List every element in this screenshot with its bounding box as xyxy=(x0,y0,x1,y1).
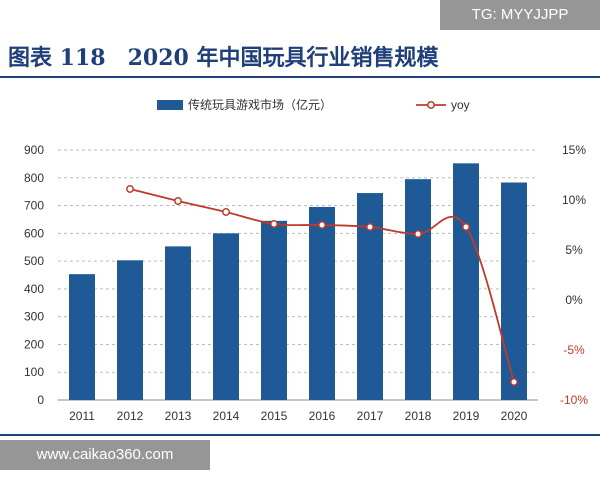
right-tick-label: -10% xyxy=(560,393,588,407)
bar-2019 xyxy=(453,163,479,400)
watermark-bottom: www.caikao360.com xyxy=(0,440,210,470)
legend-bar-label: 传统玩具游戏市场（亿元） xyxy=(188,97,332,112)
x-tick-label: 2015 xyxy=(261,409,288,423)
right-tick-label: 10% xyxy=(562,193,586,207)
bar-2015 xyxy=(261,220,287,400)
page-title: 图表 118 2020 年中国玩具行业销售规模 xyxy=(8,45,439,71)
right-tick-label: 5% xyxy=(565,243,583,257)
yoy-series xyxy=(126,185,518,386)
yoy-point-2014 xyxy=(222,208,230,216)
x-tick-label: 2011 xyxy=(69,409,95,423)
left-tick-label: 800 xyxy=(24,171,44,185)
watermark-top: TG: MYYJJPP xyxy=(440,0,600,30)
left-tick-label: 900 xyxy=(24,143,44,157)
title-bar: 图表 118 2020 年中国玩具行业销售规模 xyxy=(0,0,600,80)
right-tick-label: -5% xyxy=(563,343,585,357)
bar-2020 xyxy=(501,182,527,400)
x-axis-labels: 2011 2012 2013 2014 2015 2016 2017 2018 2019 2020 xyxy=(69,409,528,423)
left-tick-label: 200 xyxy=(24,337,44,351)
left-tick-label: 700 xyxy=(24,199,44,213)
yoy-point-2012 xyxy=(126,185,134,193)
legend: 传统玩具游戏市场（亿元） yoy xyxy=(157,97,470,112)
x-tick-label: 2017 xyxy=(357,409,384,423)
left-tick-label: 0 xyxy=(37,393,44,407)
bar-series xyxy=(69,163,527,400)
bar-2013 xyxy=(165,246,191,400)
left-tick-label: 100 xyxy=(24,365,44,379)
left-tick-label: 300 xyxy=(24,310,44,324)
bottom-divider xyxy=(0,434,600,436)
yoy-point-2013 xyxy=(174,197,182,205)
x-tick-label: 2020 xyxy=(501,409,528,423)
bar-2014 xyxy=(213,233,239,400)
legend-line-label: yoy xyxy=(451,98,470,112)
bar-2016 xyxy=(309,206,335,400)
x-tick-label: 2013 xyxy=(165,409,192,423)
legend-bar-swatch xyxy=(157,100,183,110)
title-divider xyxy=(0,76,600,78)
bar-2012 xyxy=(117,260,143,400)
left-tick-label: 400 xyxy=(24,282,44,296)
right-axis-labels: -10% -5% 0% 5% 10% 15% xyxy=(560,143,588,407)
yoy-point-2016 xyxy=(318,221,326,229)
x-tick-label: 2019 xyxy=(453,409,480,423)
legend-line-marker xyxy=(427,101,435,109)
left-tick-label: 600 xyxy=(24,226,44,240)
x-tick-label: 2018 xyxy=(405,409,432,423)
x-tick-label: 2016 xyxy=(309,409,336,423)
yoy-point-2018 xyxy=(414,230,422,238)
left-tick-label: 500 xyxy=(24,254,44,268)
bar-2018 xyxy=(405,179,431,400)
yoy-point-2015 xyxy=(270,220,278,228)
yoy-point-2020 xyxy=(510,378,518,386)
left-axis-labels: 0 100 200 300 400 500 600 700 800 900 xyxy=(24,143,44,407)
yoy-point-2017 xyxy=(366,223,374,231)
yoy-point-2019 xyxy=(462,223,470,231)
x-tick-label: 2012 xyxy=(117,409,144,423)
bar-2011 xyxy=(69,274,95,400)
x-tick-label: 2014 xyxy=(213,409,240,423)
right-tick-label: 15% xyxy=(562,143,586,157)
right-tick-label: 0% xyxy=(565,293,583,307)
